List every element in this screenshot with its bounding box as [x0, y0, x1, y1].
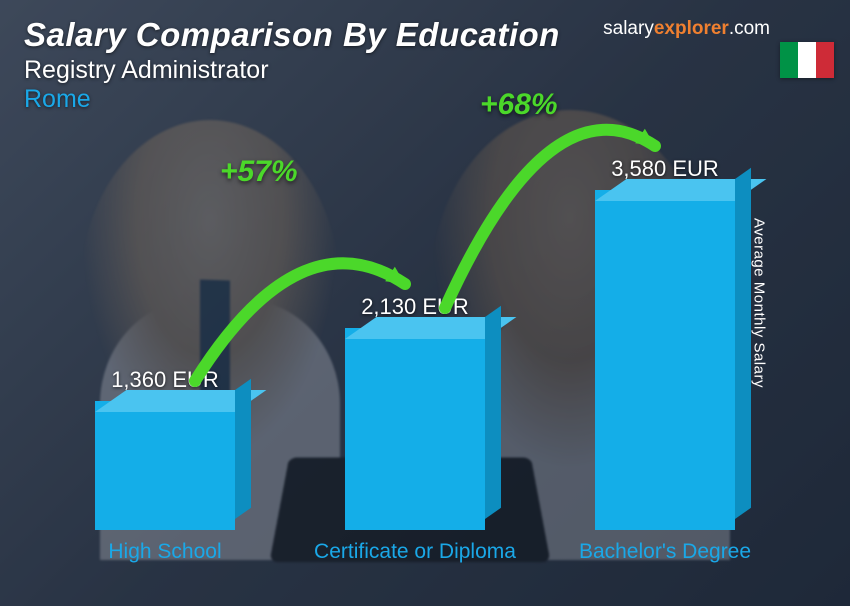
x-axis-label: High School — [41, 534, 289, 586]
x-labels: High SchoolCertificate or DiplomaBachelo… — [40, 534, 790, 586]
chart-subtitle: Registry Administrator — [24, 56, 826, 85]
bar-group: 1,360 EUR — [41, 367, 289, 530]
bar-group: 3,580 EUR — [541, 156, 789, 530]
bar-front-face — [95, 401, 235, 530]
brand-part2: explorer — [654, 18, 729, 39]
brand-part3: .com — [729, 18, 770, 39]
bar-3d — [595, 190, 735, 530]
flag-stripe-2 — [798, 42, 816, 78]
bar-chart: 1,360 EUR2,130 EUR3,580 EUR High SchoolC… — [40, 140, 790, 586]
bar-front-face — [345, 328, 485, 530]
increase-label: +57% — [220, 155, 298, 189]
bars-area: 1,360 EUR2,130 EUR3,580 EUR — [40, 140, 790, 530]
chart-location: Rome — [24, 85, 826, 114]
flag-stripe-3 — [816, 42, 834, 78]
bar-3d — [95, 401, 235, 530]
x-axis-label: Bachelor's Degree — [541, 534, 789, 586]
increase-label: +68% — [480, 88, 558, 122]
infographic-container: Salary Comparison By Education Registry … — [0, 0, 850, 606]
brand-part1: salary — [603, 18, 654, 39]
bar-group: 2,130 EUR — [291, 294, 539, 530]
flag-icon — [780, 42, 834, 78]
bar-side-face — [735, 168, 751, 519]
flag-stripe-1 — [780, 42, 798, 78]
bar-side-face — [235, 379, 251, 519]
branding: salaryexplorer.com — [603, 18, 770, 40]
x-axis-label: Certificate or Diploma — [291, 534, 539, 586]
bar-side-face — [485, 306, 501, 519]
bar-3d — [345, 328, 485, 530]
bar-front-face — [595, 190, 735, 530]
